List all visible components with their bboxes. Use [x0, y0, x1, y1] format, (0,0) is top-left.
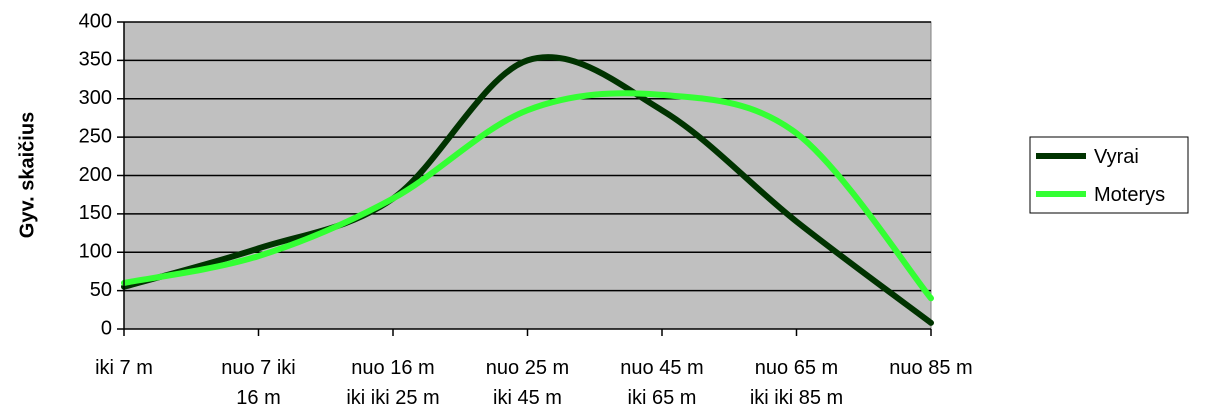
x-tick-label: nuo 16 m iki iki 25 m	[346, 357, 439, 409]
y-tick-labels: 0 50 100 150 200 250 300 350 400	[79, 10, 112, 339]
legend: Vyrai Moterys	[1029, 136, 1189, 214]
axes	[117, 21, 932, 336]
legend-label-moterys: Moterys	[1094, 184, 1165, 206]
y-tick-label: 350	[79, 49, 112, 71]
y-tick-label: 250	[79, 125, 112, 147]
y-tick-label: 400	[79, 10, 112, 32]
x-tick-label: nuo 45 m iki 65 m	[620, 357, 703, 409]
x-tick-label: iki 7 m	[95, 357, 153, 379]
series-line-moterys	[121, 90, 934, 302]
y-tick-label: 0	[101, 317, 112, 339]
x-tick-label: nuo 25 m iki 45 m	[486, 357, 569, 409]
y-tick-label: 100	[79, 241, 112, 263]
y-tick-label: 50	[90, 279, 112, 301]
y-tick-label: 150	[79, 202, 112, 224]
legend-box	[1029, 136, 1189, 214]
series-lines	[121, 54, 934, 326]
x-tick-label: nuo 65 m iki iki 85 m	[750, 357, 843, 409]
y-tick-label: 300	[79, 87, 112, 109]
legend-label-vyrai: Vyrai	[1094, 146, 1139, 168]
x-tick-labels: iki 7 m nuo 7 iki 16 m nuo 16 m iki iki 25 m…	[95, 357, 973, 409]
series-line-vyrai	[121, 54, 934, 326]
grid-lines	[124, 21, 931, 292]
x-tick-label: nuo 7 iki 16 m	[221, 357, 296, 409]
y-tick-label: 200	[79, 164, 112, 186]
x-tick-label: nuo 85 m	[889, 357, 972, 379]
y-axis-title: Gyv. skaičius	[16, 112, 38, 238]
